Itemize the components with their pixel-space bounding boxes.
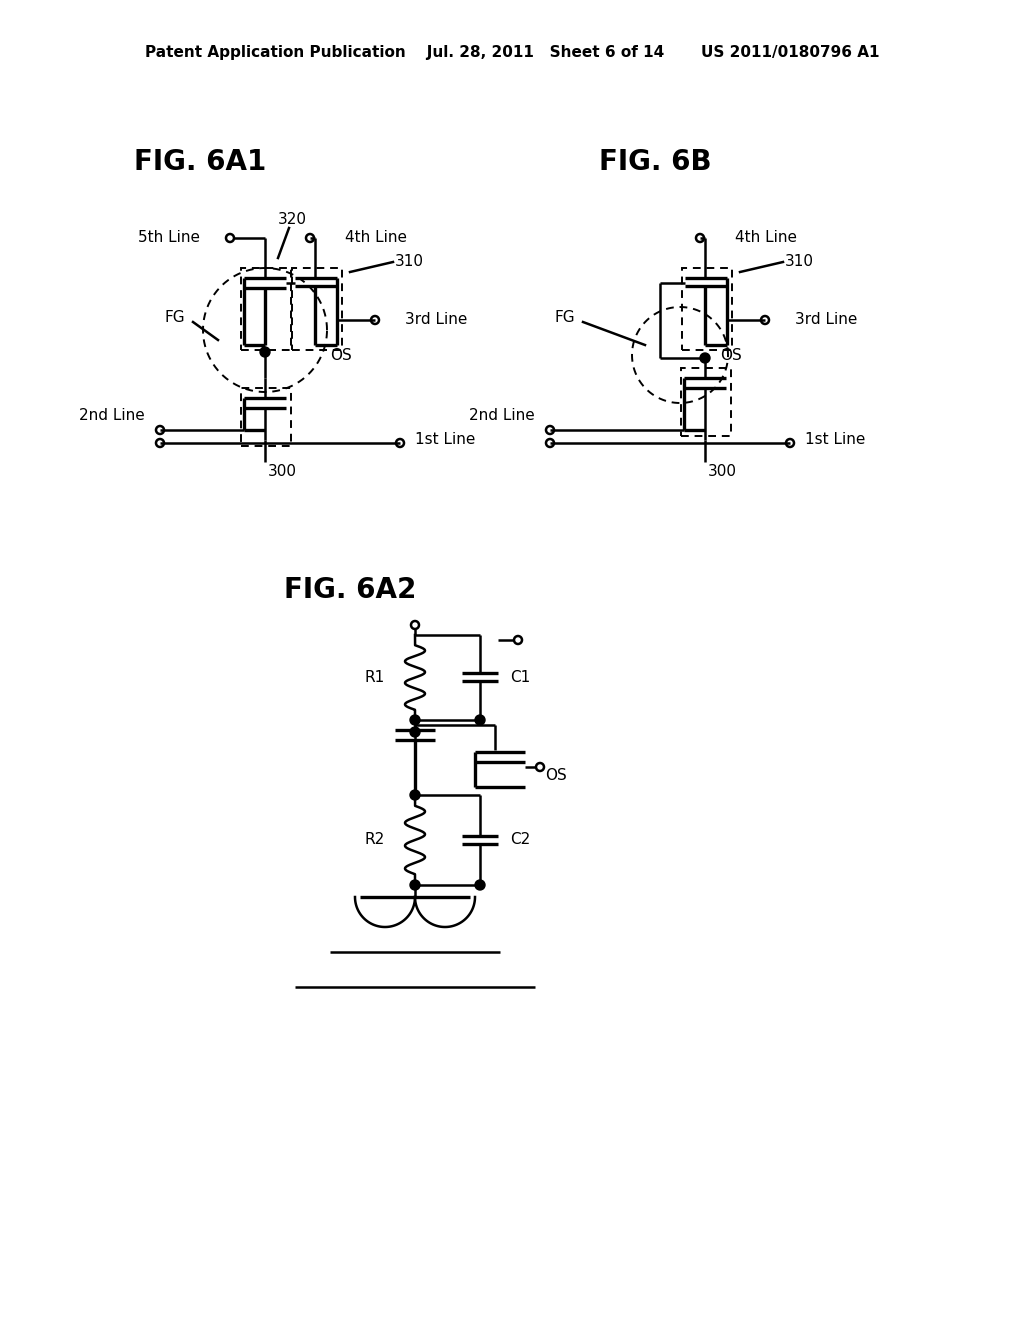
Text: OS: OS xyxy=(720,347,741,363)
Text: 320: 320 xyxy=(278,213,306,227)
Circle shape xyxy=(410,789,420,800)
Text: R2: R2 xyxy=(365,833,385,847)
Text: 300: 300 xyxy=(708,465,737,479)
Text: 5th Line: 5th Line xyxy=(138,231,200,246)
Text: 300: 300 xyxy=(268,465,297,479)
Text: FG: FG xyxy=(554,310,575,326)
Text: C2: C2 xyxy=(510,833,530,847)
Circle shape xyxy=(410,715,420,725)
Bar xyxy=(681,368,731,436)
Text: 2nd Line: 2nd Line xyxy=(79,408,145,422)
Text: 2nd Line: 2nd Line xyxy=(469,408,535,422)
Bar xyxy=(241,268,291,350)
Circle shape xyxy=(410,880,420,890)
Text: FG: FG xyxy=(165,310,185,326)
Text: 4th Line: 4th Line xyxy=(735,231,797,246)
Text: 3rd Line: 3rd Line xyxy=(406,313,467,327)
Text: Patent Application Publication    Jul. 28, 2011   Sheet 6 of 14       US 2011/01: Patent Application Publication Jul. 28, … xyxy=(144,45,880,59)
Circle shape xyxy=(260,347,270,356)
Text: R1: R1 xyxy=(365,669,385,685)
Bar xyxy=(292,268,342,350)
Text: FIG. 6B: FIG. 6B xyxy=(599,148,712,176)
Bar xyxy=(682,268,732,350)
Text: OS: OS xyxy=(330,347,352,363)
Text: FIG. 6A1: FIG. 6A1 xyxy=(134,148,266,176)
Circle shape xyxy=(475,715,485,725)
Text: 4th Line: 4th Line xyxy=(345,231,407,246)
Text: 310: 310 xyxy=(785,255,814,269)
Bar xyxy=(241,388,291,446)
Circle shape xyxy=(475,880,485,890)
Text: FIG. 6A2: FIG. 6A2 xyxy=(284,576,416,605)
Text: C1: C1 xyxy=(510,669,530,685)
Text: 3rd Line: 3rd Line xyxy=(795,313,857,327)
Text: OS: OS xyxy=(545,767,566,783)
Text: 1st Line: 1st Line xyxy=(415,433,475,447)
Circle shape xyxy=(700,352,710,363)
Text: 310: 310 xyxy=(395,255,424,269)
Text: 1st Line: 1st Line xyxy=(805,433,865,447)
Circle shape xyxy=(410,727,420,737)
